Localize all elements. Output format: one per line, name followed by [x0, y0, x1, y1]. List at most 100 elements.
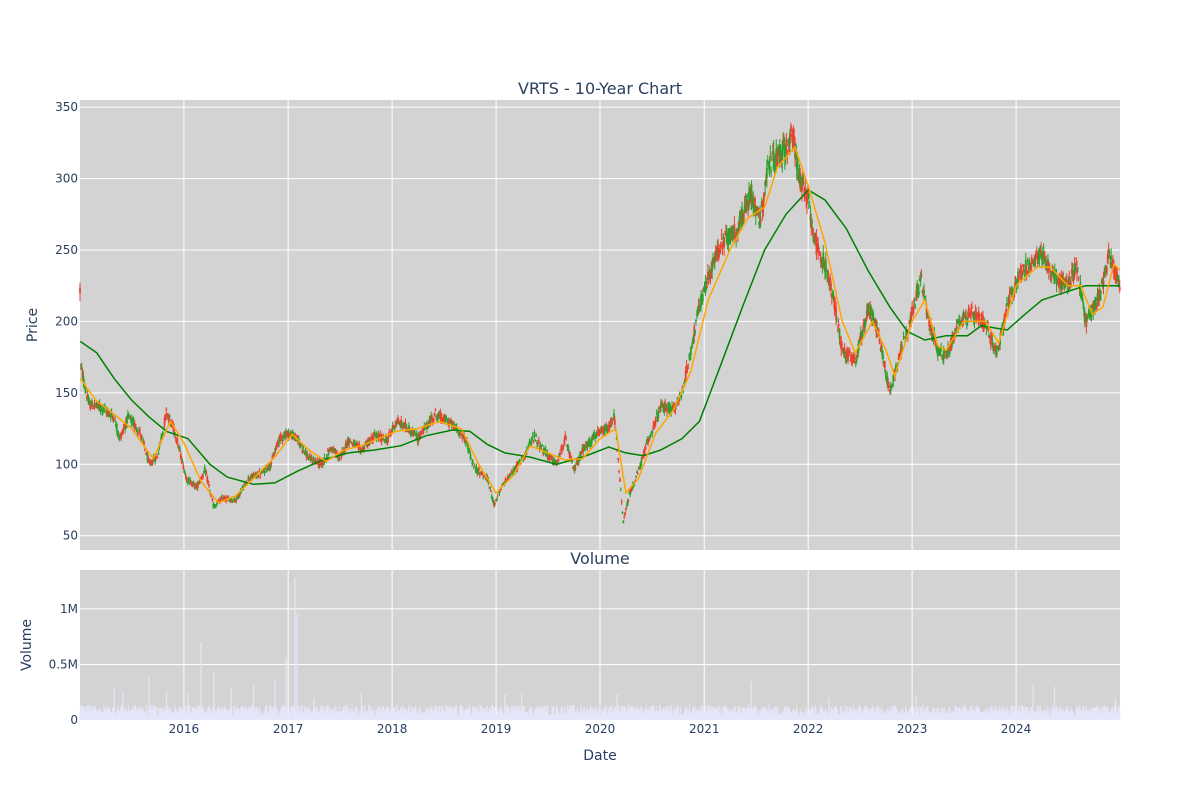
volume-bar — [96, 711, 98, 720]
volume-bar — [1037, 705, 1039, 720]
volume-bar — [711, 707, 713, 720]
candle-body — [314, 460, 316, 465]
candle-body — [1006, 302, 1008, 305]
candle-body — [277, 442, 280, 445]
volume-bar — [645, 709, 647, 720]
volume-bar — [1059, 705, 1061, 720]
candle-body — [299, 442, 302, 445]
candle-body — [466, 440, 468, 444]
volume-bar — [732, 707, 734, 720]
volume-bar — [576, 707, 578, 720]
candle-body — [843, 347, 846, 358]
volume-bar — [606, 706, 608, 720]
candle-body — [472, 462, 474, 464]
candle-body — [530, 441, 532, 446]
volume-bar — [346, 705, 348, 720]
candle-body — [593, 433, 596, 437]
candle-body — [455, 427, 458, 431]
candle-body — [549, 454, 552, 456]
candle-body — [811, 221, 814, 223]
candle-body — [882, 354, 884, 360]
candle-body — [442, 420, 444, 423]
candle-body — [81, 371, 84, 379]
volume-bar — [182, 708, 184, 720]
candle-body — [388, 431, 391, 434]
volume-bar — [277, 709, 279, 720]
volume-bar — [739, 706, 741, 720]
candle-body — [759, 219, 762, 221]
candle-body — [781, 150, 784, 163]
candle-body — [225, 500, 227, 502]
candle-body — [263, 468, 266, 474]
candle-body — [136, 430, 139, 433]
volume-bar — [370, 710, 372, 720]
candle-body — [635, 476, 638, 478]
volume-bar — [83, 706, 85, 720]
candle-body — [348, 443, 351, 445]
candle-body — [92, 407, 95, 409]
candle-body — [327, 452, 330, 455]
volume-bar — [444, 705, 446, 720]
volume-bar — [360, 692, 362, 720]
candle-body — [478, 468, 480, 470]
candle-body — [174, 437, 177, 439]
volume-bar — [426, 707, 428, 720]
candle-body — [842, 349, 844, 353]
candle-body — [689, 354, 691, 359]
candle-body — [537, 440, 540, 444]
candle-body — [677, 398, 680, 402]
candle-body — [689, 346, 692, 356]
volume-bar — [656, 710, 658, 720]
candle-body — [1104, 270, 1107, 275]
volume-bar — [95, 708, 97, 720]
candle-body — [858, 338, 861, 347]
candle-body — [977, 312, 980, 326]
candle-body — [990, 333, 993, 340]
candle-body — [1109, 262, 1112, 264]
candle-body — [373, 432, 376, 434]
candle-body — [660, 402, 663, 404]
candle-body — [776, 152, 779, 167]
candle-body — [302, 445, 304, 450]
candle-body — [888, 385, 890, 388]
volume-bar — [513, 709, 515, 720]
candle-body — [1048, 265, 1051, 267]
candle-body — [220, 496, 223, 499]
candle-body — [1008, 293, 1011, 306]
candle-body — [996, 347, 999, 349]
volume-bar — [610, 705, 612, 720]
volume-bar — [972, 709, 974, 720]
candle-body — [286, 430, 289, 434]
candle-body — [224, 496, 227, 501]
candle-body — [610, 418, 613, 426]
candle-body — [526, 447, 529, 449]
candle-body — [971, 307, 973, 309]
candle-body — [160, 436, 163, 442]
candle-body — [311, 462, 314, 464]
date-tick-labels: 2016 2017 2018 2019 2020 2021 2022 2023 2024 — [169, 722, 1032, 736]
candle-body — [149, 461, 151, 465]
volume-bar — [185, 711, 187, 720]
candle-body — [817, 243, 820, 252]
volume-bar — [562, 711, 564, 720]
candle-body — [659, 408, 661, 413]
candle-body — [551, 456, 554, 462]
volume-bar — [389, 709, 391, 720]
candle-body — [103, 410, 105, 412]
volume-bar — [680, 706, 682, 720]
volume-bar — [642, 713, 644, 720]
volume-bar — [530, 709, 532, 720]
volume-bar — [894, 705, 896, 720]
candle-body — [890, 385, 893, 388]
candle-body — [630, 487, 633, 489]
volume-bar — [842, 710, 844, 720]
volume-bar — [281, 706, 283, 720]
candle-body — [238, 492, 241, 496]
volume-bar — [756, 708, 758, 720]
price-tick-label: 50 — [63, 529, 78, 543]
candle-body — [208, 483, 210, 486]
candle-body — [991, 340, 994, 348]
candle-body — [313, 460, 315, 462]
candle-body — [509, 476, 512, 478]
candle-body — [697, 304, 700, 309]
